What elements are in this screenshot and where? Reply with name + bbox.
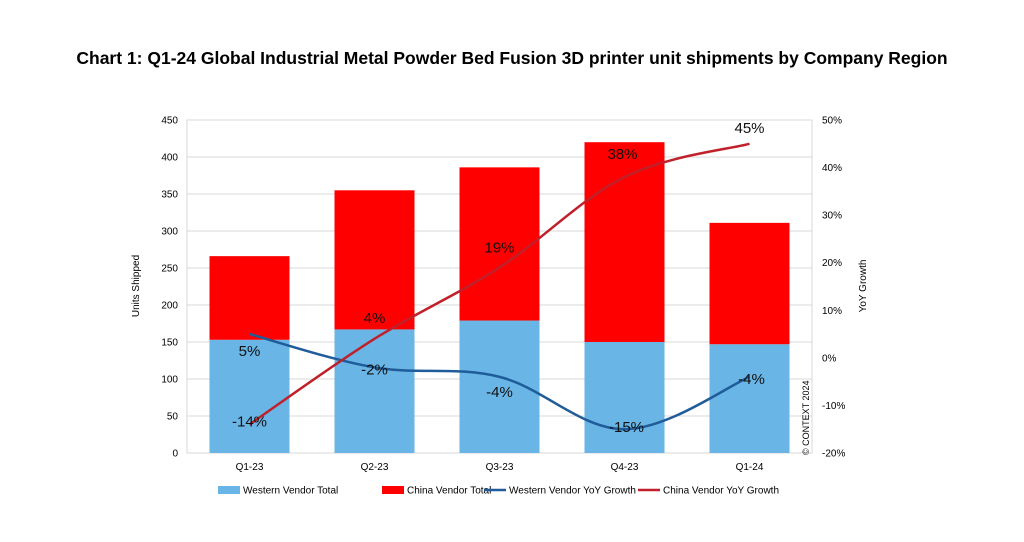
bar-western	[709, 344, 790, 453]
bar-china	[709, 222, 790, 345]
western-growth-label: -2%	[361, 361, 388, 378]
china-growth-label: 4%	[364, 310, 386, 327]
y2-tick-label: 30%	[822, 211, 842, 222]
bar-western	[334, 329, 415, 453]
y2-tick-label: 10%	[822, 306, 842, 317]
bar-china	[584, 142, 665, 342]
y-tick-label: 0	[172, 449, 178, 460]
western-growth-label: 5%	[239, 343, 261, 360]
x-tick-label: Q3-23	[486, 462, 514, 473]
y2-tick-label: 40%	[822, 163, 842, 174]
bar-western	[584, 342, 665, 453]
china-growth-label: -14%	[232, 413, 267, 430]
x-tick-label: Q1-24	[736, 462, 764, 473]
legend-label: China Vendor Total	[407, 486, 491, 497]
western-growth-label: -4%	[486, 384, 513, 401]
chart-title: Chart 1: Q1-24 Global Industrial Metal P…	[76, 48, 948, 68]
bar-western	[209, 339, 290, 453]
y-tick-label: 100	[161, 375, 178, 386]
y-axis-title: Units Shipped	[131, 255, 142, 317]
y2-axis-title: YoY Growth	[858, 260, 869, 313]
y2-tick-label: 20%	[822, 258, 842, 269]
y-tick-label: 250	[161, 264, 178, 275]
y-tick-label: 350	[161, 190, 178, 201]
y-tick-label: 50	[167, 412, 179, 423]
x-tick-label: Q2-23	[361, 462, 389, 473]
y-tick-label: 450	[161, 116, 178, 127]
y2-tick-label: -10%	[822, 401, 845, 412]
bar-china	[209, 256, 290, 340]
y2-tick-label: 50%	[822, 116, 842, 127]
china-growth-label: 19%	[484, 239, 514, 256]
western-growth-label: -4%	[738, 371, 765, 388]
y2-tick-label: -20%	[822, 449, 845, 460]
watermark: © CONTEXT 2024	[801, 381, 811, 456]
legend-label: China Vendor YoY Growth	[663, 486, 779, 497]
western-growth-label: -15%	[609, 419, 644, 436]
legend-swatch	[382, 486, 404, 494]
y2-tick-label: 0%	[822, 353, 837, 364]
y-tick-label: 200	[161, 301, 178, 312]
x-tick-label: Q4-23	[611, 462, 639, 473]
china-growth-label: 45%	[734, 120, 764, 137]
y-tick-label: 300	[161, 227, 178, 238]
legend-swatch	[218, 486, 240, 494]
legend-label: Western Vendor YoY Growth	[509, 486, 636, 497]
legend-label: Western Vendor Total	[243, 486, 338, 497]
line-western-growth	[249, 332, 750, 431]
bar-china	[459, 167, 540, 321]
bar-china	[334, 190, 415, 330]
x-tick-label: Q1-23	[236, 462, 264, 473]
line-china-growth	[248, 142, 750, 426]
china-growth-label: 38%	[607, 146, 637, 163]
y-tick-label: 150	[161, 338, 178, 349]
y-tick-label: 400	[161, 153, 178, 164]
